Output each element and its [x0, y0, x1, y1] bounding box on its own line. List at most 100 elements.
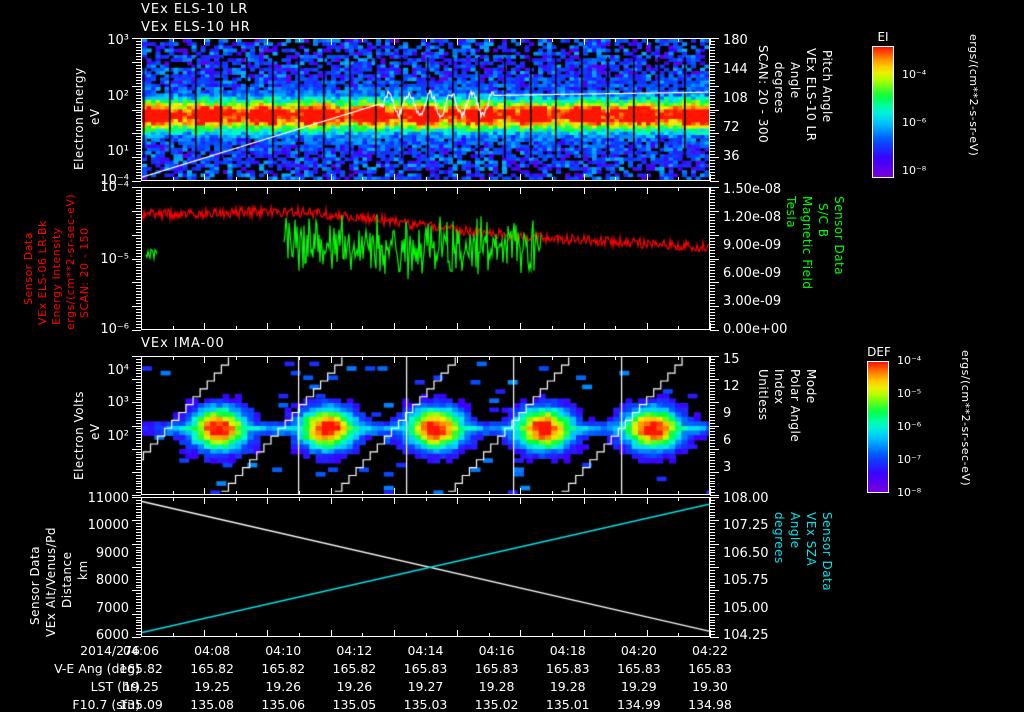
tick-right-p3 [710, 500, 715, 501]
xtick-bot-p2 [204, 488, 205, 495]
tick-left-p1 [136, 232, 141, 233]
tick-right-p1 [710, 223, 715, 224]
tick-left-p0 [136, 166, 141, 167]
tick-right-p1 [710, 312, 715, 313]
xtick-bot-p2 [426, 491, 427, 495]
tick-right-p2 [710, 359, 715, 360]
table-cell: 04:08 [194, 643, 231, 658]
tick-left-p3 [136, 596, 141, 597]
tick-left-p2 [136, 420, 141, 421]
tick-right-p3 [710, 617, 715, 618]
panel1-ylabel-1: Electron Energy [72, 67, 86, 170]
tick-left-p0 [136, 56, 141, 57]
tick-right-p3 [710, 503, 715, 504]
xtick-top-p3 [489, 497, 490, 501]
tick-left-p3 [136, 625, 141, 626]
tick-right-p3 [710, 590, 719, 591]
panel4-rlabel-1: Sensor Data [820, 512, 834, 592]
tick-left-p0 [136, 130, 141, 131]
tick-right-p0 [710, 175, 715, 176]
panel4-rlabel-2: VEx SZA [804, 512, 818, 567]
xtick-bot-p2 [267, 488, 268, 495]
tick-left-p1 [136, 253, 141, 254]
tick-right-p3 [710, 599, 715, 600]
tick-right-p1 [710, 291, 715, 292]
xtick-top-p0 [584, 38, 585, 45]
tick-left-p3 [132, 497, 141, 498]
tick-right-p3 [710, 614, 719, 615]
colorbar-ei-tick-2: 10⁻⁸ [902, 164, 927, 177]
table-cell: 19.26 [265, 679, 302, 694]
panel-energy-bfield[interactable] [141, 187, 710, 330]
tick-left-p3 [136, 506, 141, 507]
tick-left-p3 [136, 617, 141, 618]
tick-right-p3 [710, 596, 715, 597]
xtick-top-p2 [204, 356, 205, 363]
tick-left-p0 [136, 47, 141, 48]
tick-right-p2 [710, 426, 719, 427]
xtick-bot-p0 [584, 174, 585, 181]
xtick-bot-p3 [426, 633, 427, 637]
table-cell: 165.83 [474, 661, 519, 676]
tick-left-p0 [136, 71, 141, 72]
tick-left-p2 [136, 417, 141, 418]
tick-right-p3 [710, 544, 719, 545]
table-cell: 19.27 [407, 679, 444, 694]
tick-left-p0 [136, 74, 141, 75]
tick-left-p0 [136, 163, 141, 164]
xtick-bot-p2 [362, 491, 363, 495]
xtick-top-p1 [615, 187, 616, 191]
tick-right-p2 [710, 428, 715, 429]
xtick-top-p2 [710, 356, 711, 363]
xtick-top-p1 [584, 187, 585, 194]
xtick-top-p0 [520, 38, 521, 45]
tick-left-p2 [136, 397, 141, 398]
tick-right-p1 [710, 270, 715, 271]
tick-left-p0 [136, 172, 141, 173]
tick-left-p3 [132, 567, 141, 568]
tick-right-p1 [710, 288, 715, 289]
xtick-top-p3 [457, 497, 458, 504]
panel4-ytick-0: 11000 [87, 491, 129, 506]
tick-left-p0 [136, 118, 141, 119]
tick-left-p2 [136, 457, 141, 458]
xtick-bot-p2 [173, 491, 174, 495]
xtick-top-p3 [394, 497, 395, 504]
tick-right-p0 [710, 56, 715, 57]
xtick-bot-p3 [584, 630, 585, 637]
tick-right-p2 [710, 460, 715, 461]
tick-left-p2 [136, 443, 141, 444]
tick-left-p0 [136, 139, 141, 140]
panel4-rtick-3: 105.75 [723, 573, 769, 588]
tick-left-p2 [136, 408, 141, 409]
panel2-ytick-1: 10⁻⁵ [100, 252, 129, 267]
tick-left-p0 [136, 124, 141, 125]
xtick-bot-p1 [426, 326, 427, 330]
panel-els-spectrogram[interactable] [141, 38, 710, 181]
tick-left-p3 [136, 573, 141, 574]
tick-left-p0 [136, 68, 141, 69]
xtick-bot-p3 [394, 630, 395, 637]
tick-left-p3 [136, 500, 141, 501]
tick-right-p0 [710, 53, 715, 54]
tick-left-p0 [136, 142, 141, 143]
xtick-bot-p2 [236, 491, 237, 495]
xtick-bot-p0 [173, 177, 174, 181]
panel-ima-spectrogram[interactable] [141, 356, 710, 495]
xtick-top-p0 [489, 38, 490, 42]
tick-right-p3 [710, 573, 715, 574]
tick-left-p1 [136, 241, 141, 242]
panel3-rlabel-3: Index [772, 369, 786, 405]
tick-right-p2 [710, 475, 715, 476]
panel4-ylabel-4: km [76, 560, 90, 580]
xtick-top-p3 [615, 497, 616, 501]
tick-left-p0 [136, 148, 141, 149]
tick-right-p3 [710, 558, 715, 559]
tick-right-p0 [710, 71, 715, 72]
panel-altitude-sza[interactable] [141, 497, 710, 637]
tick-right-p3 [710, 526, 715, 527]
tick-right-p2 [710, 440, 715, 441]
panel4-rlabel-4: degrees [772, 512, 786, 564]
table-cell: 165.82 [119, 661, 163, 676]
panel3-ylabel-1: Electron Volts [72, 391, 86, 480]
